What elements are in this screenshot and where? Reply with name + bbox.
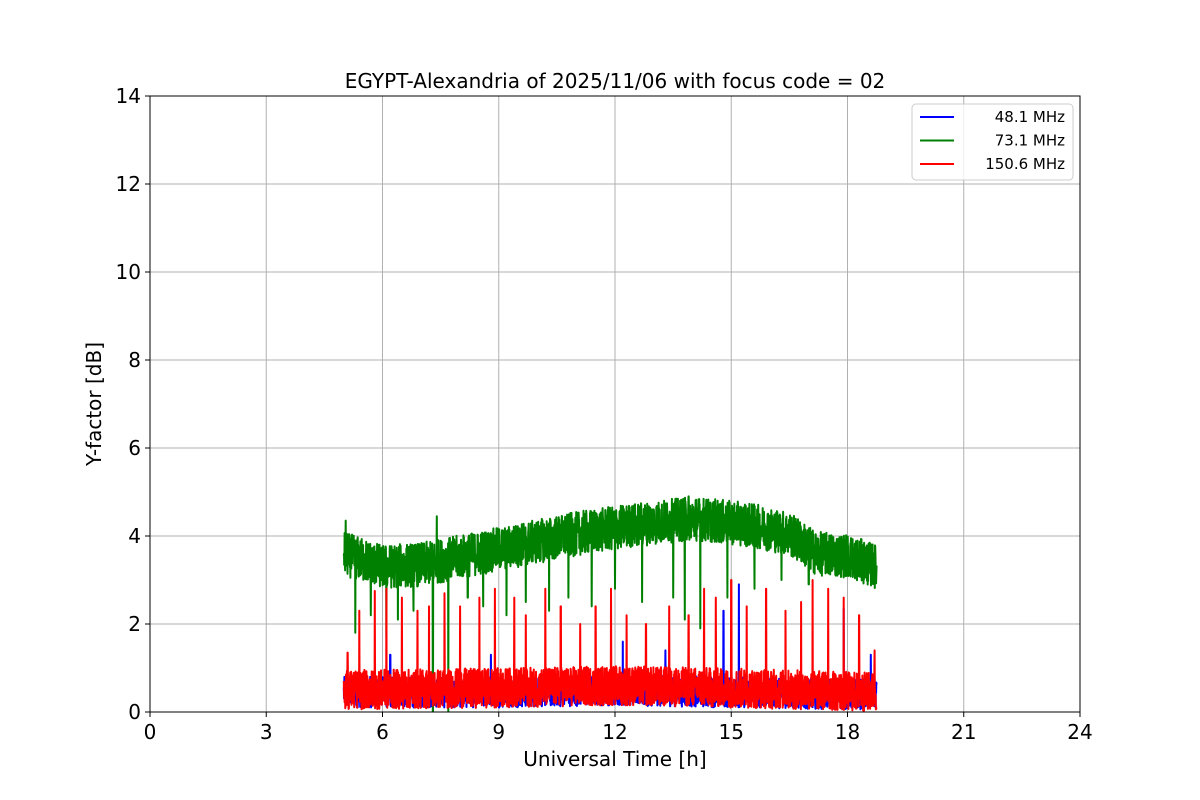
y-tick-label: 4 [128,524,141,548]
legend-box [911,103,1074,181]
x-tick-label: 3 [260,720,273,744]
x-tick-label: 18 [835,720,860,744]
legend-label: 73.1 MHz [995,132,1065,150]
y-axis-label: Y-factor [dB] [82,342,106,467]
y-tick-label: 0 [128,700,141,724]
chart-title: EGYPT-Alexandria of 2025/11/06 with focu… [345,69,886,93]
y-tick-label: 14 [116,84,141,108]
y-axis: 0 2 4 6 8 10 12 14 [116,84,150,724]
x-tick-label: 9 [492,720,505,744]
y-tick-label: 8 [128,348,141,372]
y-tick-label: 2 [128,612,141,636]
series-layer [342,495,878,712]
legend-label: 48.1 MHz [995,108,1065,126]
legend-label: 150.6 MHz [985,155,1065,173]
x-axis: 0 3 6 9 12 15 18 21 24 [144,712,1093,744]
y-tick-label: 12 [116,172,141,196]
y-tick-label: 6 [128,436,141,460]
x-tick-label: 24 [1067,720,1092,744]
x-tick-label: 12 [602,720,627,744]
legend: 48.1 MHz 73.1 MHz 150.6 MHz [911,103,1074,181]
y-tick-label: 10 [116,260,141,284]
x-tick-label: 0 [144,720,157,744]
x-tick-label: 21 [951,720,976,744]
x-tick-label: 6 [376,720,389,744]
series-line-150-6-mhz [342,579,878,712]
series-line-73-1-mhz [342,495,878,712]
x-axis-label: Universal Time [h] [523,747,706,771]
x-tick-label: 15 [719,720,744,744]
